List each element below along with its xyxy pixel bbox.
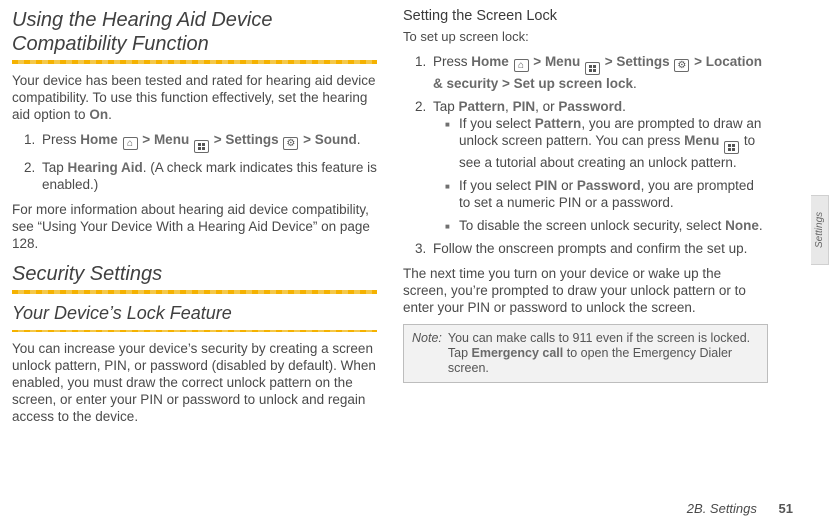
bold-emergency: Emergency call <box>472 346 564 360</box>
label-password: Password <box>558 99 622 114</box>
menu-icon <box>585 62 600 75</box>
rule-orange-2 <box>12 290 377 294</box>
steps-hearing: Press Home > Menu > Settings > Sound. Ta… <box>12 131 377 193</box>
menu-icon <box>194 140 209 153</box>
bold-on: On <box>89 107 108 122</box>
label-settings: Settings <box>616 54 669 69</box>
step-2: Tap Hearing Aid. (A check mark indicates… <box>28 159 377 193</box>
text: If you select <box>459 116 535 131</box>
steps-lock: Press Home > Menu > Settings > Location … <box>403 53 768 257</box>
label-settings: Settings <box>225 132 278 147</box>
gt: > <box>299 132 314 147</box>
label-home: Home <box>471 54 509 69</box>
bullet-pin-pw: If you select PIN or Password, you are p… <box>447 177 768 211</box>
text: . <box>357 132 361 147</box>
bold-none: None <box>725 218 759 233</box>
text: or <box>557 178 577 193</box>
text: Press <box>433 54 471 69</box>
gt: > <box>139 132 154 147</box>
heading-screen-lock: Setting the Screen Lock <box>403 8 768 24</box>
step-r3: Follow the onscreen prompts and confirm … <box>419 240 768 257</box>
label-menu: Menu <box>545 54 580 69</box>
gt: > <box>530 54 545 69</box>
heading-security: Security Settings <box>12 262 377 286</box>
footer: 2B. Settings 51 <box>687 501 793 516</box>
label-home: Home <box>80 132 118 147</box>
label-menu: Menu <box>154 132 189 147</box>
bullet-none: To disable the screen unlock security, s… <box>447 217 768 234</box>
bullets: If you select Pattern, you are prompted … <box>433 115 768 234</box>
heading-lock-feature: Your Device’s Lock Feature <box>12 302 377 324</box>
rule-orange <box>12 60 377 64</box>
step-r2: Tap Pattern, PIN, or Password. If you se… <box>419 98 768 234</box>
page-number: 51 <box>779 501 793 516</box>
right-column: Setting the Screen Lock To set up screen… <box>393 8 778 433</box>
gear-icon <box>283 137 298 150</box>
bold: PIN <box>535 178 558 193</box>
gear-icon <box>674 59 689 72</box>
home-icon <box>514 59 529 72</box>
heading-hearing-aid: Using the Hearing Aid Device Compatibili… <box>12 8 377 56</box>
label-sound: Sound <box>315 132 357 147</box>
rule-orange-thin <box>12 330 377 332</box>
label-pattern: Pattern <box>459 99 506 114</box>
note-label: Note: <box>412 331 442 376</box>
note-text: You can make calls to 911 even if the sc… <box>448 331 759 376</box>
text: Tap <box>433 99 459 114</box>
text: , <box>505 99 513 114</box>
text: , or <box>535 99 558 114</box>
label-pin: PIN <box>513 99 536 114</box>
gt: > <box>210 132 225 147</box>
footer-section: 2B. Settings <box>687 501 757 516</box>
after-paragraph: The next time you turn on your device or… <box>403 265 768 316</box>
home-icon <box>123 137 138 150</box>
step-1: Press Home > Menu > Settings > Sound. <box>28 131 377 153</box>
gt: > <box>601 54 616 69</box>
bold: Pattern <box>535 116 582 131</box>
note-box: Note: You can make calls to 911 even if … <box>403 324 768 383</box>
text: . <box>759 218 763 233</box>
text: . <box>622 99 626 114</box>
text: To disable the screen unlock security, s… <box>459 218 725 233</box>
bullet-pattern: If you select Pattern, you are prompted … <box>447 115 768 171</box>
label-setup: Set up screen lock <box>514 76 633 91</box>
intro-paragraph: Your device has been tested and rated fo… <box>12 72 377 123</box>
lock-paragraph: You can increase your device’s security … <box>12 340 377 425</box>
text: Tap <box>42 160 68 175</box>
label-hearing-aid: Hearing Aid <box>68 160 143 175</box>
left-column: Using the Hearing Aid Device Compatibili… <box>2 8 387 433</box>
side-tab-settings: Settings <box>811 195 829 265</box>
text: Press <box>42 132 80 147</box>
bold: Password <box>577 178 641 193</box>
text: . <box>108 107 112 122</box>
page: Using the Hearing Aid Device Compatibili… <box>0 0 829 433</box>
gt: > <box>690 54 705 69</box>
text: . <box>633 76 637 91</box>
gt: > <box>498 76 513 91</box>
menu-icon <box>724 141 739 154</box>
intro-setup: To set up screen lock: <box>403 28 768 45</box>
bold-menu: Menu <box>684 133 719 148</box>
text: Your device has been tested and rated fo… <box>12 73 376 122</box>
step-r1: Press Home > Menu > Settings > Location … <box>419 53 768 92</box>
text: If you select <box>459 178 535 193</box>
more-info-paragraph: For more information about hearing aid d… <box>12 201 377 252</box>
